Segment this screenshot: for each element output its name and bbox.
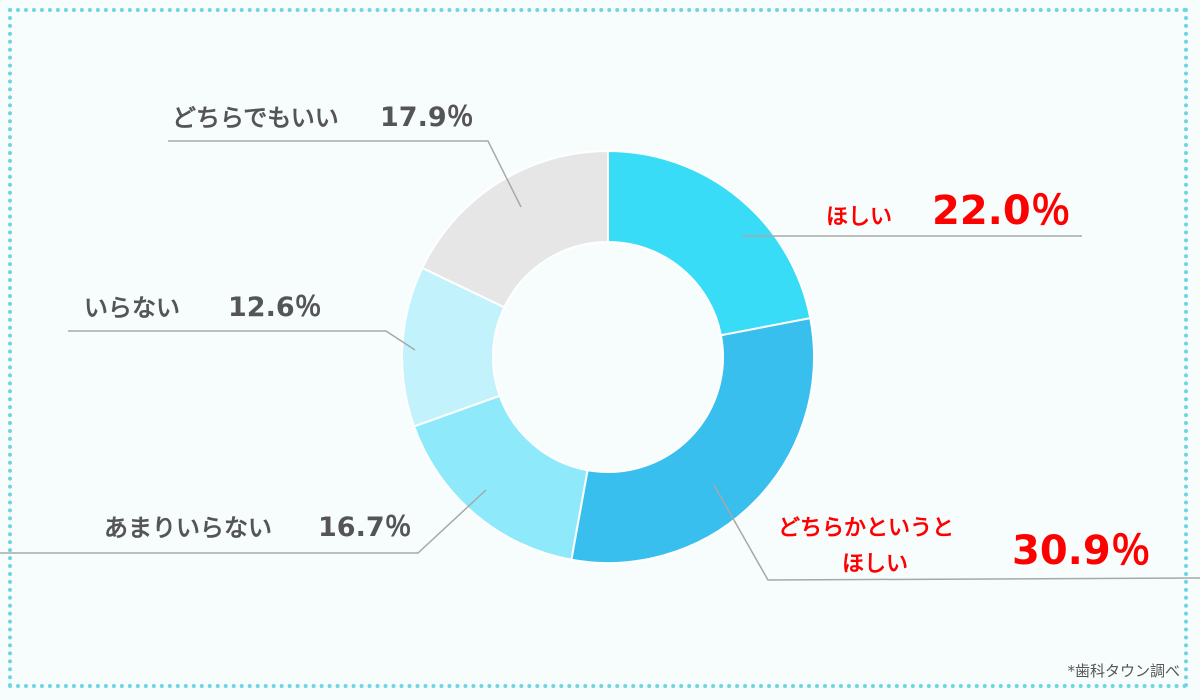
donut-slice (412, 394, 589, 561)
donut-slice (420, 149, 609, 309)
slice-category-label: あまりいらない (104, 514, 272, 542)
slice-value-label: 30.9％ (1012, 528, 1151, 574)
leader-line (713, 484, 1200, 581)
slice-value-label: 16.7％ (318, 512, 412, 543)
leader-line (168, 140, 522, 208)
donut-slice (570, 316, 815, 564)
chart-frame (8, 8, 1188, 688)
source-note: *歯科タウン調べ (1067, 662, 1180, 680)
slice-category-label: どちらかというと (778, 516, 954, 541)
slice-category-label: ほしい (842, 552, 908, 577)
donut-slice (607, 149, 812, 337)
leader-line (68, 330, 416, 351)
slice-value-label: 17.9％ (380, 102, 474, 133)
slice-value-label: 12.6％ (228, 292, 322, 323)
leader-line (0, 489, 487, 554)
slice-value-label: 22.0％ (932, 188, 1071, 234)
slice-category-label: いらない (84, 294, 180, 322)
slice-category-label: どちらでもいい (172, 104, 339, 132)
slice-category-label: ほしい (826, 205, 892, 230)
